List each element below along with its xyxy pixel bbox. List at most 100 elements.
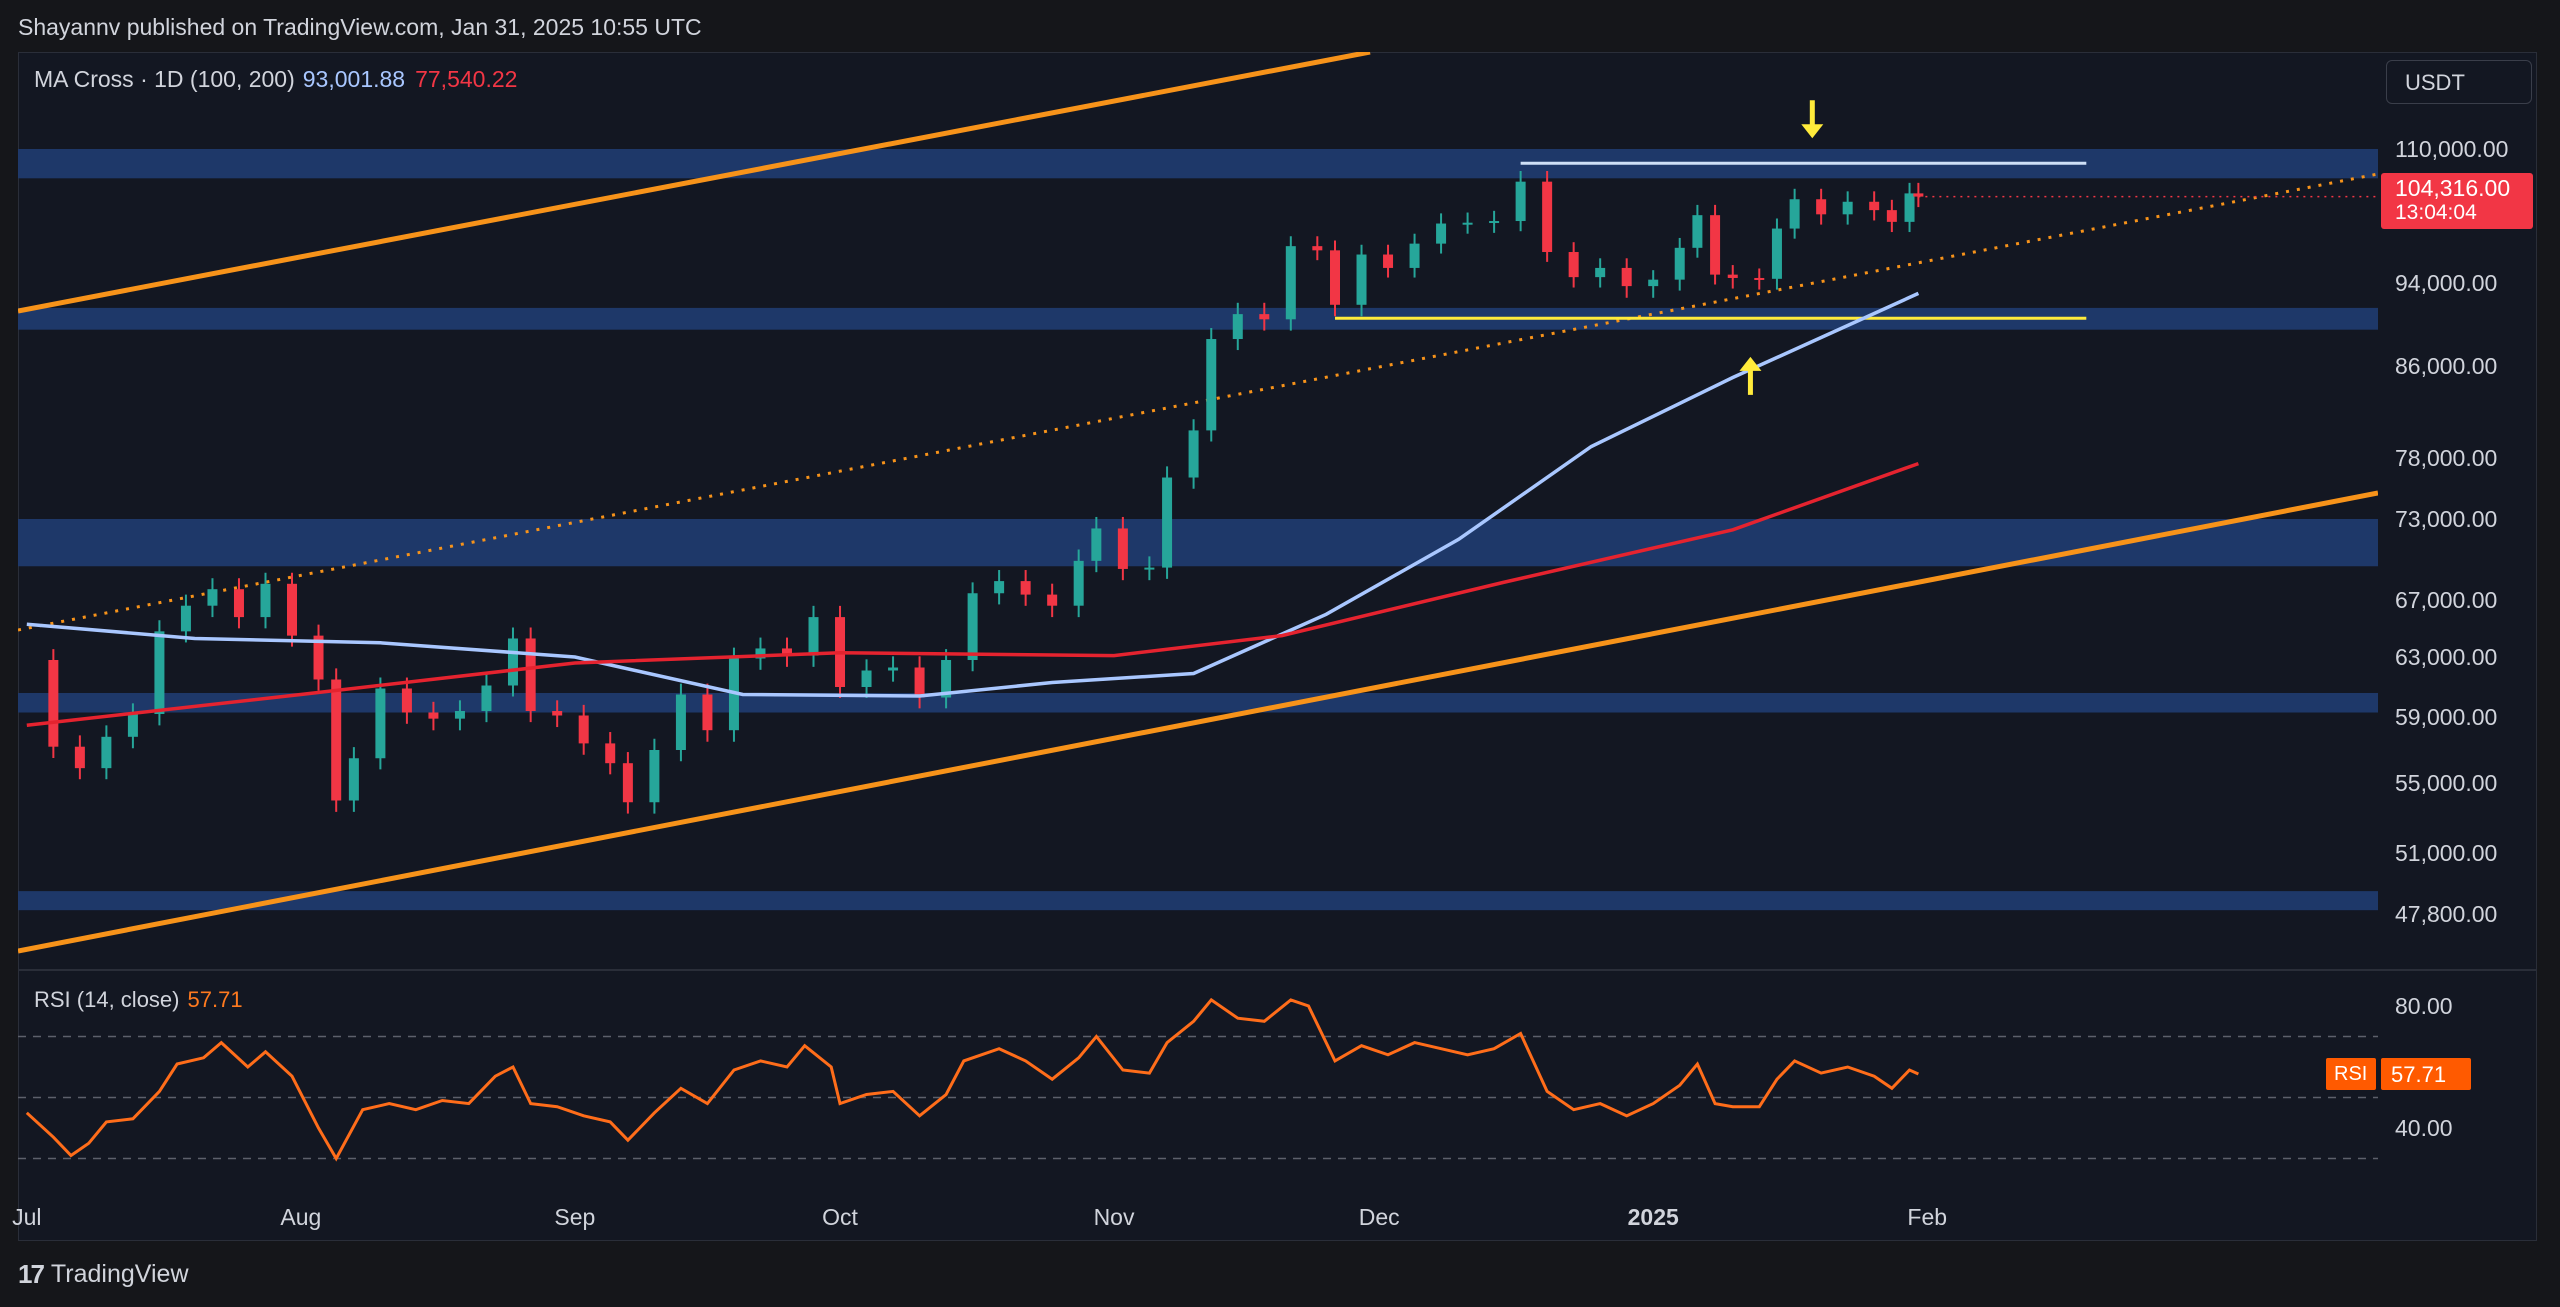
price-tick-label: 110,000.00 bbox=[2395, 136, 2508, 162]
candle-body bbox=[675, 694, 686, 750]
candle-body bbox=[1621, 267, 1632, 287]
candle-body bbox=[1436, 223, 1447, 244]
candle-body bbox=[1771, 228, 1782, 279]
indicator-legend[interactable]: MA Cross · 1D (100, 200) 93,001.88 77,540.… bbox=[34, 66, 517, 93]
candle-body bbox=[74, 746, 85, 769]
channel-upper-line bbox=[18, 52, 1371, 314]
candle-body bbox=[967, 593, 978, 660]
support-resistance-zone bbox=[18, 891, 2378, 911]
rsi-tick-label: 40.00 bbox=[2395, 1115, 2453, 1141]
time-tick-label: 2025 bbox=[1628, 1204, 1679, 1230]
candle-body bbox=[154, 631, 165, 714]
candle-body bbox=[207, 589, 218, 606]
publisher-info: Shayannv published on TradingView.com, J… bbox=[18, 14, 702, 40]
arrow-up-icon bbox=[1739, 356, 1762, 371]
candle-body bbox=[348, 758, 359, 801]
price-tick-label: 78,000.00 bbox=[2395, 445, 2497, 471]
candle-body bbox=[728, 658, 739, 731]
candle-body bbox=[481, 685, 492, 711]
candle-body bbox=[1568, 252, 1579, 278]
candle-body bbox=[1047, 594, 1058, 606]
ma100-value: 93,001.88 bbox=[302, 66, 406, 92]
indicator-name: MA Cross · 1D (100, 200) bbox=[34, 66, 295, 92]
last-price-tag: 104,316.00 13:04:04 bbox=[2381, 173, 2533, 229]
rsi-tick-label: 80.00 bbox=[2395, 993, 2453, 1019]
candle-body bbox=[1595, 267, 1606, 278]
candle-body bbox=[331, 679, 342, 801]
candle-body bbox=[1409, 243, 1420, 268]
tradingview-logo-icon: 17 bbox=[18, 1259, 45, 1289]
candle-body bbox=[287, 583, 298, 636]
candle-body bbox=[1886, 210, 1897, 222]
candle-body bbox=[605, 743, 616, 764]
rsi-tag-value: 57.71 bbox=[2381, 1058, 2471, 1090]
time-tick-label: Sep bbox=[554, 1204, 595, 1230]
time-tick-label: Jul bbox=[12, 1204, 41, 1230]
candle-body bbox=[1312, 246, 1323, 251]
ma200-line bbox=[26, 461, 1919, 728]
candle-body bbox=[1259, 314, 1270, 320]
price-tick-label: 67,000.00 bbox=[2395, 587, 2497, 613]
support-resistance-zone bbox=[18, 307, 2378, 330]
price-plot-area bbox=[18, 52, 2378, 954]
candle-body bbox=[1542, 181, 1553, 253]
footer-brand[interactable]: 17 TradingView bbox=[18, 1259, 189, 1290]
currency-button[interactable]: USDT bbox=[2386, 60, 2532, 104]
candle-body bbox=[1710, 215, 1721, 275]
candle-body bbox=[1648, 279, 1659, 287]
channel-lower-line bbox=[18, 490, 2378, 954]
candle-body bbox=[1754, 277, 1765, 280]
candle-body bbox=[755, 648, 766, 659]
channel-midline bbox=[18, 172, 2378, 632]
candle-body bbox=[428, 712, 439, 719]
candle-body bbox=[1188, 430, 1199, 478]
rsi-value: 57.71 bbox=[187, 987, 243, 1012]
price-tick-label: 51,000.00 bbox=[2395, 840, 2497, 866]
candle-body bbox=[578, 715, 589, 744]
candle-body bbox=[1674, 247, 1685, 280]
price-tick-label: 86,000.00 bbox=[2395, 353, 2497, 379]
candle-body bbox=[1789, 199, 1800, 229]
candle-body bbox=[1206, 339, 1217, 431]
candle-body bbox=[1356, 254, 1367, 305]
ma100-line bbox=[26, 291, 1920, 698]
price-tick-label: 47,800.00 bbox=[2395, 901, 2497, 927]
candle-body bbox=[702, 694, 713, 731]
bar-countdown: 13:04:04 bbox=[2395, 201, 2477, 224]
candle-body bbox=[1816, 199, 1827, 215]
candle-body bbox=[1020, 581, 1031, 595]
arrow-down-icon bbox=[1801, 124, 1824, 139]
candle-body bbox=[622, 763, 633, 803]
candle-body bbox=[1462, 222, 1473, 225]
candle-body bbox=[1285, 246, 1296, 320]
candle-body bbox=[941, 660, 952, 698]
candle-body bbox=[313, 635, 324, 680]
candle-body bbox=[1869, 201, 1880, 211]
price-tick-label: 55,000.00 bbox=[2395, 770, 2497, 796]
candle-body bbox=[649, 750, 660, 803]
candle-body bbox=[994, 581, 1005, 594]
candle-body bbox=[1904, 193, 1915, 222]
candle-body bbox=[1489, 221, 1500, 224]
candle-body bbox=[1692, 215, 1703, 248]
candle-body bbox=[1727, 274, 1738, 278]
brand-name: TradingView bbox=[50, 1260, 189, 1288]
rsi-line bbox=[25, 997, 1920, 1162]
candle-body bbox=[127, 714, 138, 737]
candle-body bbox=[1117, 528, 1128, 569]
candle-body bbox=[525, 638, 536, 711]
candle-body bbox=[1073, 560, 1084, 606]
candle-body bbox=[180, 605, 191, 632]
price-tick-label: 63,000.00 bbox=[2395, 644, 2497, 670]
rsi-name: RSI (14, close) bbox=[34, 987, 180, 1012]
rsi-tag-label: RSI bbox=[2326, 1058, 2376, 1090]
rsi-plot-area bbox=[18, 997, 2378, 1162]
support-resistance-zone bbox=[18, 519, 2378, 567]
rsi-legend[interactable]: RSI (14, close) 57.71 bbox=[34, 987, 243, 1013]
price-tick-label: 73,000.00 bbox=[2395, 506, 2497, 532]
time-tick-label: Aug bbox=[280, 1204, 321, 1230]
candle-body bbox=[1144, 567, 1155, 570]
candle-body bbox=[552, 711, 563, 716]
candle-body bbox=[808, 617, 819, 656]
